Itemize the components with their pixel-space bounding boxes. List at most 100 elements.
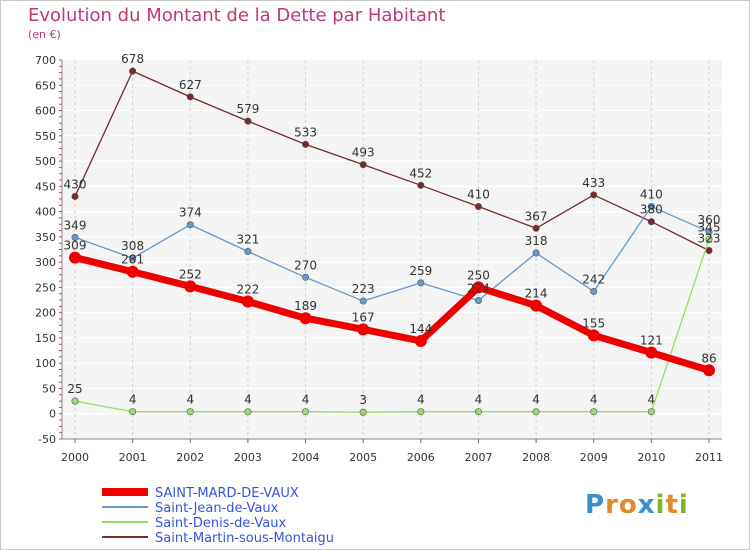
data-label: 308 [121,239,144,253]
x-tick-label: 2002 [176,451,204,464]
x-tick-label: 2004 [292,451,320,464]
data-label: 224 [467,282,490,296]
series-lines [69,67,715,416]
data-label: 242 [582,272,605,286]
data-label: 345 [698,220,721,234]
data-label: 533 [294,125,317,139]
data-label: 4 [475,393,483,407]
data-label: 323 [698,232,721,246]
x-tick-label: 2009 [580,451,608,464]
chart-subtitle: (en €) [28,28,61,41]
data-label: 4 [129,393,137,407]
y-tick-label: 700 [35,54,56,67]
data-point [186,408,194,416]
series-line-2 [74,238,710,413]
data-point [71,233,79,241]
data-label: 223 [352,282,375,296]
data-point [474,203,482,211]
data-label: 86 [701,351,716,365]
data-point [129,67,137,75]
data-point [357,323,370,336]
y-tick-label: 250 [35,281,56,294]
data-point [129,254,137,262]
data-label: 430 [64,177,87,191]
grid [62,59,722,440]
x-tick-label: 2006 [407,451,435,464]
data-point [244,117,252,125]
data-point [126,265,139,278]
data-point [703,364,715,377]
data-label: 189 [294,299,317,313]
data-point [532,249,540,257]
x-tick-label: 2010 [637,451,665,464]
x-tick-label: 2008 [522,451,550,464]
data-label: 4 [590,393,598,407]
data-label: 452 [409,166,432,180]
data-label: 4 [244,393,252,407]
x-tick-label: 2000 [61,451,89,464]
data-point [417,408,425,416]
data-label: 4 [532,393,540,407]
y-tick-label: 200 [35,307,56,320]
data-label: 222 [236,283,259,297]
y-tick-label: 0 [49,408,56,421]
data-label: 144 [409,322,432,336]
data-point [705,235,713,243]
data-label: 367 [525,209,548,223]
legend-label: Saint-Jean-de-Vaux [155,501,279,516]
y-tick-label: 150 [35,332,56,345]
data-label: 270 [294,258,317,272]
y-tick-label: 400 [35,206,56,219]
data-label: 410 [467,188,490,202]
x-tick-label: 2005 [349,451,377,464]
data-label: 4 [186,393,194,407]
plot-area [62,60,722,439]
x-tick-label: 2001 [119,451,147,464]
y-tick-label: 450 [35,180,56,193]
y-tick-label: 650 [35,79,56,92]
legend-label: Saint-Denis-de-Vaux [155,516,286,531]
x-tick-label: 2003 [234,451,262,464]
data-label: 252 [179,267,202,281]
axes: -50 0 50 100 150 200 250 300 350 400 450 500 550 600 6… [35,54,723,464]
y-tick-label: 350 [35,231,56,244]
data-label: 309 [64,239,87,253]
y-tick-label: 550 [35,130,56,143]
x-tick-label: 2011 [695,451,723,464]
data-labels: 309 281 252 222 189 167 144 250 214 155 121 86 349 30… [64,52,721,407]
legend-label: SAINT-MARD-DE-VAUX [155,486,299,501]
data-label: 121 [640,334,663,348]
data-point [302,408,310,416]
data-label: 627 [179,78,202,92]
y-tick-label: 100 [35,357,56,370]
data-point [647,203,655,211]
series-line-0 [71,254,713,374]
data-point [417,279,425,287]
data-point [474,297,482,305]
data-point [186,221,194,229]
proxiti-logo: Proxiti [585,490,689,520]
data-point [299,312,312,325]
data-point [302,140,310,148]
data-label: 250 [467,268,490,282]
data-point [186,93,194,101]
data-label: 374 [179,206,202,220]
data-point [71,192,79,200]
y-tick-label: -50 [38,433,56,446]
data-label: 318 [525,234,548,248]
data-point [647,408,655,416]
legend-label: Saint-Martin-sous-Montaigu [155,531,334,546]
data-point [359,408,367,416]
data-label: 281 [121,253,144,267]
data-label: 433 [582,176,605,190]
data-point [532,224,540,232]
data-point [705,247,713,255]
data-label: 4 [417,393,425,407]
data-label: 360 [698,213,721,227]
data-label: 4 [302,393,310,407]
data-point [244,248,252,256]
y-tick-label: 300 [35,256,56,269]
x-tick-label: 2007 [464,451,492,464]
data-point [414,334,427,347]
